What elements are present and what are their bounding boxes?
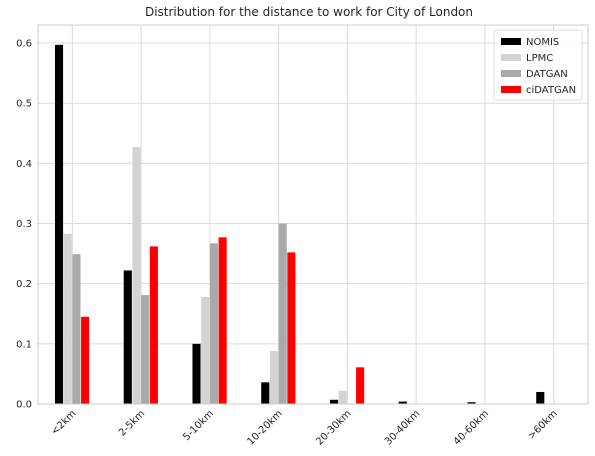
y-tick-label: 0.2 <box>16 279 32 290</box>
bars <box>54 44 545 404</box>
x-tick-label: 30-40km <box>383 408 422 447</box>
x-tick-label: >60km <box>526 408 560 442</box>
y-tick-label: 0.5 <box>16 99 32 110</box>
x-tick-label: 10-20km <box>245 408 284 447</box>
bar-datgan-1 <box>141 295 150 404</box>
legend-box <box>493 29 583 101</box>
y-tick-label: 0.1 <box>16 339 32 350</box>
bar-datgan-3 <box>278 223 287 404</box>
x-tick-label: 2-5km <box>117 408 147 438</box>
grid-lines <box>38 25 588 405</box>
bar-lpmc-0 <box>63 233 72 404</box>
x-tick-label: 40-60km <box>452 408 491 447</box>
legend-swatch-cidatgan <box>501 86 521 93</box>
bar-cidatgan-4 <box>356 367 365 404</box>
bar-nomis-0 <box>54 44 64 404</box>
y-tick-label: 0.4 <box>16 159 32 170</box>
legend: NOMIS LPMC DATGAN ciDATGAN <box>493 29 583 101</box>
bar-nomis-5 <box>398 401 407 404</box>
x-axis-ticks: <2km 2-5km 5-10km 10-20km 20-30km 30-40km 40-6… <box>49 408 559 447</box>
bar-nomis-6 <box>467 402 476 404</box>
bar-datgan-2 <box>209 243 218 404</box>
bar-lpmc-4 <box>338 390 347 404</box>
bar-cidatgan-3 <box>287 252 296 404</box>
bar-nomis-7 <box>536 391 545 404</box>
bar-cidatgan-2 <box>218 237 227 404</box>
legend-swatch-lpmc <box>501 54 521 61</box>
bar-datgan-0 <box>72 254 81 404</box>
legend-swatch-nomis <box>501 38 521 45</box>
legend-label-nomis: NOMIS <box>526 37 559 48</box>
y-tick-label: 0.6 <box>16 39 32 50</box>
legend-label-lpmc: LPMC <box>526 53 553 64</box>
chart-title: Distribution for the distance to work fo… <box>145 5 473 19</box>
bar-nomis-1 <box>123 270 132 404</box>
bar-nomis-2 <box>192 343 201 404</box>
plot-frame <box>37 24 589 405</box>
x-tick-label: <2km <box>49 408 78 437</box>
bar-nomis-4 <box>329 399 339 404</box>
bar-nomis-3 <box>261 382 270 404</box>
x-tick-label: 20-30km <box>314 408 353 447</box>
bar-cidatgan-1 <box>149 246 158 404</box>
bar-lpmc-2 <box>201 296 210 404</box>
bar-lpmc-1 <box>132 147 141 404</box>
y-tick-label: 0.0 <box>16 400 32 411</box>
legend-swatch-datgan <box>501 70 521 77</box>
legend-label-datgan: DATGAN <box>526 69 568 80</box>
legend-label-cidatgan: ciDATGAN <box>526 85 576 96</box>
bar-cidatgan-0 <box>81 316 90 404</box>
bar-lpmc-3 <box>269 351 279 404</box>
x-tick-label: 5-10km <box>181 408 216 443</box>
y-tick-label: 0.3 <box>16 219 32 230</box>
y-axis-ticks: 0.0 0.1 0.2 0.3 0.4 0.5 0.6 <box>16 39 32 411</box>
